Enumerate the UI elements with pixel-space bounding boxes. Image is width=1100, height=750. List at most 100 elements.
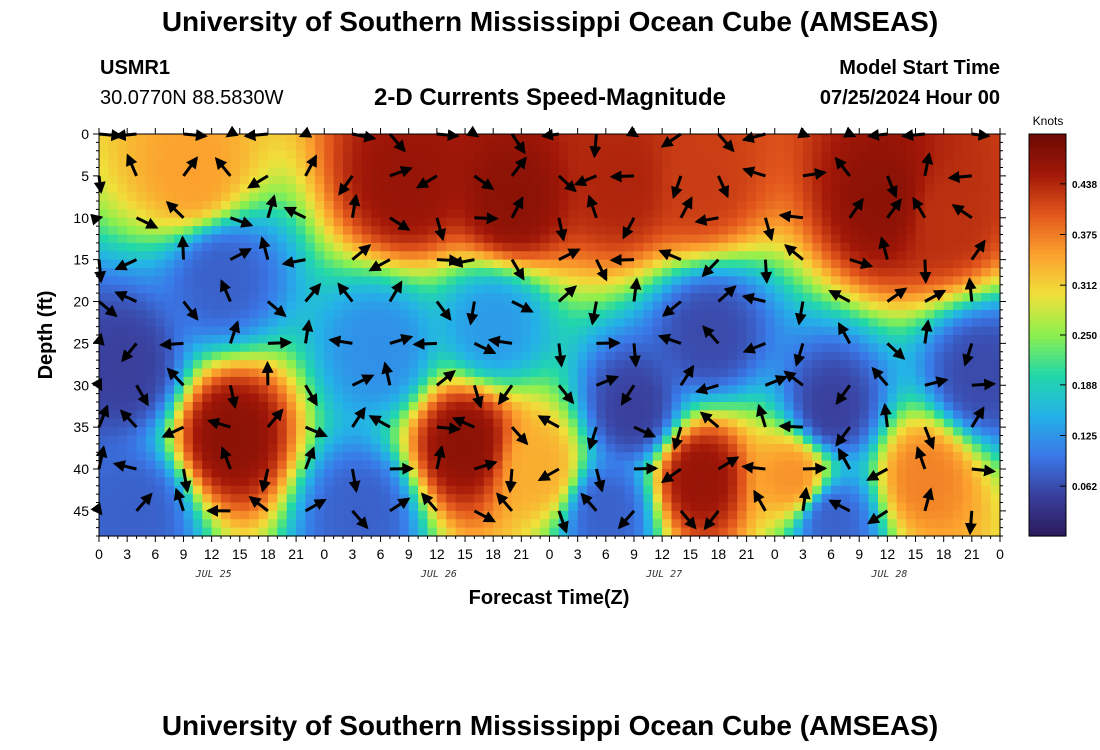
heat-cell [108, 276, 119, 286]
heat-cell [709, 435, 720, 445]
heat-cell [793, 427, 804, 437]
heat-cell [624, 251, 635, 261]
heat-cell [530, 502, 541, 512]
heat-cell [108, 142, 119, 152]
heat-cell [615, 435, 626, 445]
heat-cell [596, 217, 607, 227]
heat-cell [849, 167, 860, 177]
heat-cell [962, 376, 973, 386]
heat-cell [511, 410, 522, 420]
heat-cell [934, 494, 945, 504]
heat-cell [296, 393, 307, 403]
heat-cell [314, 435, 325, 445]
heat-cell [624, 284, 635, 294]
heat-cell [577, 293, 588, 303]
heat-cell [286, 293, 297, 303]
heat-cell [793, 435, 804, 445]
heat-cell [145, 242, 156, 252]
heat-cell [699, 335, 710, 344]
heat-cell [296, 159, 307, 169]
heat-cell [164, 443, 175, 453]
heat-cell [896, 376, 907, 386]
heat-cell [127, 201, 138, 210]
heat-cell [305, 385, 316, 395]
heat-cell [971, 427, 982, 437]
heat-cell [680, 276, 691, 286]
heat-cell [549, 460, 560, 470]
heat-cell [267, 460, 278, 470]
heat-cell [465, 251, 476, 261]
heat-cell [680, 234, 691, 244]
heat-cell [821, 477, 832, 487]
heat-cell [718, 402, 729, 411]
heat-cell [577, 159, 588, 169]
heat-cell [436, 142, 447, 152]
heat-cell [596, 293, 607, 303]
heat-cell [117, 159, 128, 169]
heat-cell [314, 351, 325, 361]
heat-cell [361, 217, 372, 227]
heat-cell [164, 452, 175, 462]
heat-cell [164, 318, 175, 328]
heat-cell [418, 477, 429, 487]
heat-cell [671, 494, 682, 504]
current-vector [912, 196, 927, 219]
heat-cell [737, 142, 748, 152]
heat-cell [183, 351, 194, 361]
heat-cell [211, 259, 222, 269]
heat-cell [849, 259, 860, 269]
heat-cell [981, 242, 992, 252]
heat-cell [662, 502, 673, 512]
heat-cell [511, 259, 522, 269]
heat-cell [774, 192, 785, 202]
heat-cell [671, 259, 682, 269]
heat-cell [305, 343, 316, 353]
heat-cell [793, 134, 804, 143]
heat-cell [155, 150, 166, 160]
current-vector [227, 384, 239, 410]
heat-cell [896, 385, 907, 395]
heat-cell [896, 393, 907, 403]
heat-cell [652, 368, 663, 378]
heat-cell [371, 326, 382, 336]
heat-cell [662, 167, 673, 177]
heat-cell [530, 510, 541, 520]
heat-cell [718, 469, 729, 478]
heat-cell [202, 142, 213, 152]
heat-cell [333, 418, 344, 428]
heat-cell [568, 234, 579, 244]
heat-cell [727, 293, 738, 303]
heat-cell [145, 335, 156, 344]
heat-cell [971, 309, 982, 319]
heat-cell [680, 309, 691, 319]
heat-cell [117, 469, 128, 478]
heat-cell [202, 217, 213, 227]
heat-cell [530, 351, 541, 361]
heat-cell [436, 251, 447, 261]
heat-cell [812, 309, 823, 319]
heat-cell [99, 217, 109, 227]
heat-cell [136, 259, 147, 269]
heat-cell [399, 309, 410, 319]
heat-cell [436, 209, 447, 219]
heat-cell [605, 402, 616, 411]
heat-cell [662, 268, 673, 277]
heat-cell [699, 477, 710, 487]
heat-cell [774, 410, 785, 420]
heat-cell [924, 142, 935, 152]
heat-cell [906, 234, 917, 244]
heat-cell [324, 284, 335, 294]
heat-cell [117, 368, 128, 378]
heat-cell [389, 159, 400, 169]
heat-cell [324, 318, 335, 328]
heat-cell [361, 301, 372, 311]
heat-cell [267, 259, 278, 269]
current-vector [922, 487, 934, 512]
heat-cell [155, 452, 166, 462]
heat-cell [990, 326, 1001, 336]
heat-cell [746, 502, 757, 512]
current-vector [301, 319, 314, 344]
heat-cell [718, 284, 729, 294]
heat-cell [812, 293, 823, 303]
